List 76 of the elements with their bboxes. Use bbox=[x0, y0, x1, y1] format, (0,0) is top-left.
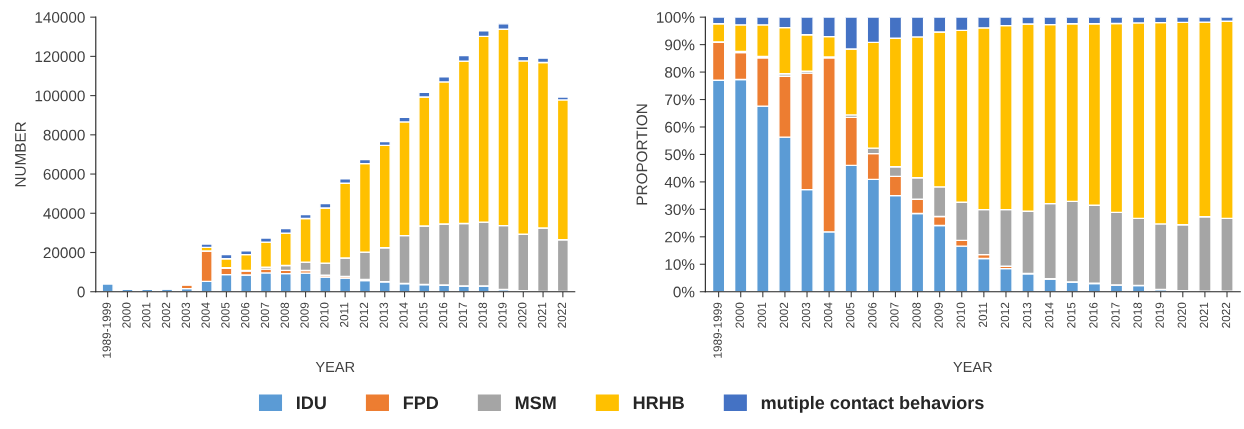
y-tick-label: 70% bbox=[665, 94, 695, 106]
y-tick-label: 60% bbox=[665, 121, 695, 133]
x-tick-label: 2005 bbox=[221, 302, 230, 328]
y-tick-label: 140000 bbox=[35, 12, 85, 23]
x-tick-label: 2004 bbox=[201, 302, 210, 328]
y-tick-label: 30% bbox=[664, 204, 695, 216]
legend-label: MSM bbox=[515, 396, 556, 410]
x-tick-label: 2008 bbox=[912, 302, 921, 328]
x-tick-label: 2018 bbox=[478, 302, 487, 328]
y-tick-label: 120000 bbox=[35, 51, 85, 63]
x-tick-label: 2001 bbox=[142, 302, 151, 328]
x-tick-label: 2010 bbox=[320, 302, 329, 328]
y-tick-label: 50% bbox=[664, 149, 695, 161]
x-tick-label: 2017 bbox=[1111, 302, 1120, 328]
x-axis-title: YEAR bbox=[315, 361, 355, 372]
x-tick-label: 2006 bbox=[868, 302, 877, 328]
x-tick-label: 2003 bbox=[801, 302, 811, 328]
y-tick-label: 20% bbox=[665, 231, 695, 243]
x-tick-label: 2004 bbox=[823, 302, 833, 328]
x-axis-title: YEAR bbox=[953, 361, 992, 372]
x-tick-label: 2011 bbox=[978, 302, 988, 327]
y-tick-label: 90% bbox=[665, 39, 695, 51]
x-tick-label: 2007 bbox=[890, 302, 899, 328]
legend-label: HRHB bbox=[633, 396, 684, 409]
x-tick-label: 2014 bbox=[399, 302, 408, 328]
x-tick-label: 2022 bbox=[557, 302, 567, 328]
x-tick-label: 2000 bbox=[735, 302, 744, 328]
x-tick-label: 2021 bbox=[1199, 302, 1209, 328]
x-tick-label: 2012 bbox=[1000, 302, 1010, 328]
y-tick-label: 0% bbox=[673, 286, 695, 298]
y-axis-title: NUMBER bbox=[15, 122, 26, 187]
x-tick-label: 2002 bbox=[161, 302, 171, 328]
x-tick-label: 2006 bbox=[241, 302, 250, 328]
legend-label: mutiple contact behaviors bbox=[761, 395, 984, 413]
x-tick-label: 2005 bbox=[846, 302, 855, 328]
x-tick-label: 2009 bbox=[934, 302, 943, 328]
legend-label: IDU bbox=[296, 396, 326, 410]
x-tick-label: 2011 bbox=[339, 302, 349, 327]
x-tick-label: 2012 bbox=[359, 302, 369, 328]
y-axis-title: PROPORTION bbox=[636, 104, 648, 205]
y-tick-label: 80% bbox=[665, 66, 695, 78]
x-tick-label: 2013 bbox=[1022, 302, 1032, 328]
x-tick-label: 2000 bbox=[122, 302, 131, 328]
x-tick-label: 2019 bbox=[498, 302, 507, 328]
y-tick-label: 100000 bbox=[35, 90, 85, 102]
y-tick-label: 10% bbox=[665, 259, 695, 270]
x-tick-label: 2008 bbox=[280, 302, 289, 328]
x-tick-label: 2007 bbox=[260, 302, 270, 328]
y-tick-label: 40% bbox=[664, 176, 695, 188]
x-tick-label: 2002 bbox=[779, 302, 789, 328]
x-tick-label: 2020 bbox=[1177, 302, 1186, 328]
x-tick-label: 2010 bbox=[956, 302, 965, 328]
x-tick-label: 2016 bbox=[438, 302, 448, 328]
x-tick-label: 2016 bbox=[1089, 302, 1098, 328]
x-tick-label: 2014 bbox=[1044, 302, 1054, 328]
y-tick-label: 100% bbox=[657, 12, 695, 23]
x-tick-label: 2013 bbox=[379, 302, 388, 328]
y-tick-label: 40000 bbox=[43, 208, 85, 219]
y-tick-label: 60000 bbox=[43, 168, 85, 180]
legend-label: FPD bbox=[403, 396, 439, 409]
x-tick-label: 2009 bbox=[300, 302, 309, 328]
x-tick-label: 2021 bbox=[537, 302, 547, 328]
x-tick-label: 1989-1999 bbox=[102, 302, 111, 358]
y-tick-label: 20000 bbox=[43, 247, 85, 259]
x-tick-label: 2022 bbox=[1221, 302, 1231, 328]
x-tick-label: 2020 bbox=[518, 302, 527, 328]
x-tick-label: 2001 bbox=[757, 302, 766, 328]
x-tick-label: 2018 bbox=[1133, 302, 1142, 328]
x-tick-label: 2003 bbox=[181, 302, 190, 328]
y-tick-label: 0 bbox=[77, 286, 85, 298]
x-tick-label: 2015 bbox=[419, 302, 428, 328]
x-tick-label: 2017 bbox=[458, 302, 468, 328]
x-tick-label: 1989-1999 bbox=[713, 302, 722, 358]
y-tick-label: 80000 bbox=[43, 129, 85, 141]
x-tick-label: 2015 bbox=[1067, 302, 1076, 328]
x-tick-label: 2019 bbox=[1155, 302, 1164, 328]
